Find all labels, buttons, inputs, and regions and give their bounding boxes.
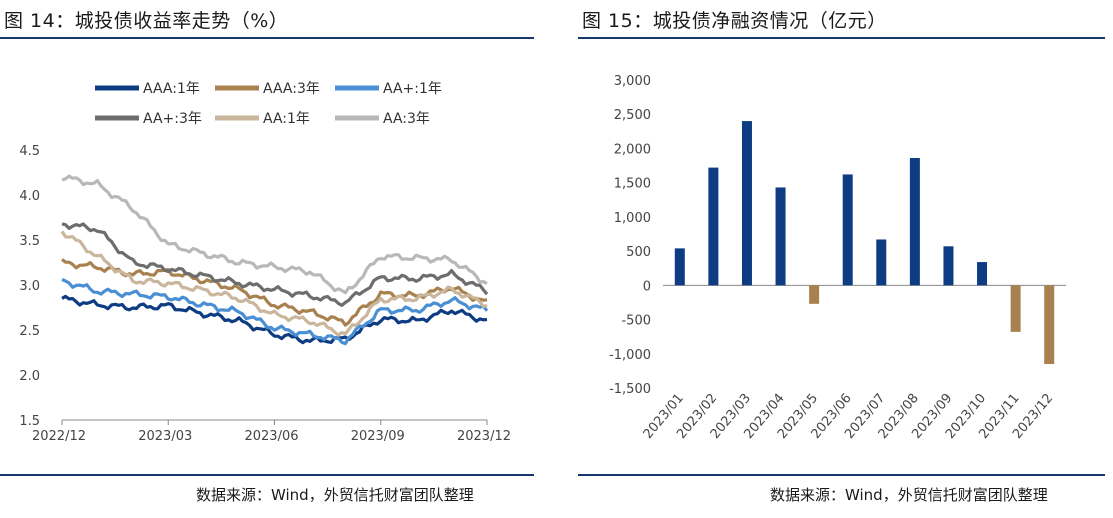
bar-2023/01 [674,248,685,286]
left-top-rule [0,37,534,39]
y-tick-label: 500 [626,245,651,260]
right-top-rule [578,37,1105,39]
series-line-5 [61,174,488,295]
right-bottom-rule [578,474,1105,476]
left-figure-title: 图 14：城投债收益率走势（%） [4,10,289,32]
legend-label-2: AA+:1年 [383,81,442,97]
x-tick-label: 2023/12 [457,429,511,444]
yield-line-chart: 1.5 2.0 2.5 3.0 3.5 4.0 4.5 2022/12 2023/03 2023/… [19,81,511,444]
series-line-2 [61,278,489,346]
y-tick-label: 2.5 [19,324,40,339]
right-source-note: 数据来源：Wind，外贸信托财富团队整理 [770,486,1048,504]
bar-2023/06 [842,174,853,286]
legend-label-0: AAA:1年 [143,81,200,97]
legend-label-4: AA:1年 [263,111,310,127]
y-tick-label: 0 [643,279,651,294]
y-tick-label: 3,000 [614,74,651,89]
bar-2023/03 [741,121,752,286]
y-tick-label: 3.0 [19,279,40,294]
y-tick-label: 2.0 [19,369,40,384]
left-panel: 图 14：城投债收益率走势（%） 1.5 2.0 2.5 3.0 3.5 4.0 4.5 20… [0,0,545,518]
bar-2023/11 [1010,285,1021,332]
y-tick-label: 1,500 [614,177,651,192]
legend-label-3: AA+:3年 [143,111,202,127]
series-line-0 [61,294,488,345]
bar-2023/04 [775,187,786,286]
y-tick-label: 4.0 [19,189,40,204]
legend-label-1: AAA:3年 [263,81,320,97]
bar-2023/08 [909,158,920,286]
legend-label-5: AA:3年 [383,111,430,127]
bar-2023/09 [943,246,954,286]
net-financing-bar-chart: 3,000 2,500 2,000 1,500 1,000 500 0 -500 -1,000 -… [609,74,1066,442]
left-source-note: 数据来源：Wind，外贸信托财富团队整理 [196,486,474,504]
x-tick-label: 2023/06 [244,429,298,444]
series-line-3 [61,222,489,307]
bar-2023/02 [708,167,719,286]
y-tick-label: -500 [621,314,651,329]
bar-2023/10 [977,262,988,286]
y-tick-label: 2,000 [614,142,651,157]
bar-2023/12 [1044,285,1055,365]
x-tick-label: 2023/03 [138,429,192,444]
y-tick-label: 4.5 [19,144,40,159]
left-bottom-rule [0,474,534,476]
y-tick-label: 1,000 [614,211,651,226]
y-tick-label: -1,000 [609,348,651,363]
series-line-1 [61,258,488,327]
y-tick-label: 3.5 [19,234,40,249]
bar-2023/05 [809,285,820,304]
right-panel: 图 15：城投债净融资情况（亿元） 3,000 2,500 2,000 1,500 1,… [578,0,1113,518]
x-tick-label: 2022/12 [32,429,86,444]
y-tick-label: 1.5 [19,414,40,429]
bar-2023/07 [876,239,887,286]
x-tick-label: 2023/09 [351,429,405,444]
right-figure-title: 图 15：城投债净融资情况（亿元） [582,10,887,32]
series-line-4 [60,230,488,337]
y-tick-label: -1,500 [609,382,651,397]
y-tick-label: 2,500 [614,108,651,123]
